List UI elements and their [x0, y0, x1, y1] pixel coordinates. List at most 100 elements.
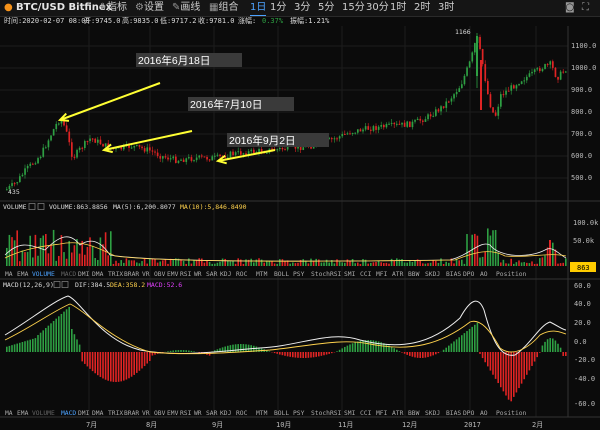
indicator-tab-ma[interactable]: MA [5, 271, 13, 278]
fullscreen-icon[interactable]: ⛶ [582, 2, 589, 13]
period-tab-6[interactable]: 1时 [390, 2, 407, 13]
indicator-tab-rsi[interactable]: RSI [180, 410, 192, 417]
indicator-tab-roc[interactable]: ROC [236, 410, 248, 417]
settings-button[interactable]: ⚙设置 [135, 2, 164, 13]
period-tab-0[interactable]: 1日 [250, 1, 267, 16]
indicator-tab-dpo[interactable]: DPO [463, 271, 475, 278]
volume-bar [237, 258, 239, 266]
indicator-tab-trix[interactable]: TRIX [108, 410, 123, 417]
indicator-tab-macd[interactable]: MACD [61, 410, 76, 417]
indicator-tab-rsi[interactable]: RSI [180, 271, 192, 278]
macd-bar [21, 342, 24, 352]
period-tab-7[interactable]: 2时 [414, 2, 431, 13]
indicator-tab-roc[interactable]: ROC [236, 271, 248, 278]
indicator-tab-ao[interactable]: AO [480, 271, 488, 278]
indicator-tab-obv[interactable]: OBV [154, 410, 166, 417]
volume-close-icon[interactable] [37, 203, 45, 210]
volume-bar [154, 259, 156, 266]
indicator-tab-dmi[interactable]: DMI [78, 410, 90, 417]
indicator-tab-mtm[interactable]: MTM [256, 410, 268, 417]
indicator-tab-stochrsi[interactable]: StochRSI [311, 271, 342, 278]
candle-body [149, 147, 151, 151]
indicator-tab-cci[interactable]: CCI [360, 271, 372, 278]
info-low: 低:9717.2 [160, 17, 197, 25]
indicator-tab-sar[interactable]: SAR [206, 410, 218, 417]
indicator-tab-smi[interactable]: SMI [344, 410, 356, 417]
indicator-tab-emv[interactable]: EMV [167, 271, 179, 278]
indicator-tab-ma[interactable]: MA [5, 410, 13, 417]
indicator-tab-bbw[interactable]: BBW [408, 271, 420, 278]
macd-bar [328, 352, 330, 354]
price-axis: 1100.0 1000.0 900.0 800.0 700.0 600.0 500.0 [571, 42, 596, 182]
indicator-tab-position[interactable]: Position [496, 410, 527, 417]
indicator-tab-atr[interactable]: ATR [392, 271, 404, 278]
indicator-tab-wr[interactable]: WR [194, 271, 202, 278]
candle-body [341, 133, 344, 137]
indicator-tab-wr[interactable]: WR [194, 410, 202, 417]
indicator-tab-dma[interactable]: DMA [92, 410, 104, 417]
period-tab-5[interactable]: 30分 [366, 2, 389, 13]
indicator-tab-brar[interactable]: BRAR [124, 271, 139, 278]
month-label: 8月 [146, 421, 157, 429]
indicator-tab-bbw[interactable]: BBW [408, 410, 420, 417]
indicator-tab-obv[interactable]: OBV [154, 271, 166, 278]
volume-settings-icon[interactable] [28, 203, 36, 210]
indicator-tab-kdj[interactable]: KDJ [220, 271, 231, 278]
candle-body [47, 140, 50, 148]
indicator-tab-volume[interactable]: VOLUME [32, 271, 55, 278]
volume-bar [455, 259, 458, 266]
indicator-tab-trix[interactable]: TRIX [108, 271, 123, 278]
macd-close-icon[interactable] [61, 281, 69, 288]
volume-value: VOLUME:863.8856 [49, 203, 108, 211]
indicator-tab-volume[interactable]: VOLUME [32, 410, 55, 417]
indicator-tab-bias[interactable]: BIAS [446, 271, 461, 278]
indicator-tab-bias[interactable]: BIAS [446, 410, 461, 417]
indicator-tab-cci[interactable]: CCI [360, 410, 372, 417]
indicator-tab-macd[interactable]: MACD [61, 271, 76, 278]
candle-body [398, 123, 401, 125]
indicator-tab-boll[interactable]: BOLL [274, 410, 289, 417]
indicator-tab-skdj[interactable]: SKDJ [425, 410, 440, 417]
indicator-tab-kdj[interactable]: KDJ [220, 410, 231, 417]
volume-bar [185, 263, 187, 266]
indicator-tab-smi[interactable]: SMI [344, 271, 356, 278]
indicator-tab-emv[interactable]: EMV [167, 410, 179, 417]
volume-bar [102, 244, 104, 266]
period-tab-2[interactable]: 3分 [294, 2, 311, 13]
indicator-tab-mtm[interactable]: MTM [256, 271, 268, 278]
indicator-tab-ema[interactable]: EMA [17, 271, 29, 278]
indicator-tab-stochrsi[interactable]: StochRSI [311, 410, 342, 417]
volume-bar [305, 260, 307, 266]
indicator-tab-atr[interactable]: ATR [392, 410, 404, 417]
screenshot-icon[interactable]: ◙ [565, 2, 575, 13]
indicator-tab-brar[interactable]: BRAR [124, 410, 139, 417]
indicator-tab-vr[interactable]: VR [142, 271, 150, 278]
macd-settings-icon[interactable] [53, 281, 61, 288]
period-tab-1[interactable]: 1分 [270, 2, 287, 13]
indicator-tab-boll[interactable]: BOLL [274, 271, 289, 278]
indicator-tab-ema[interactable]: EMA [17, 410, 29, 417]
volume-bar [401, 259, 403, 266]
combo-button[interactable]: ▦组合 [209, 2, 239, 13]
indicator-tab-mfi[interactable]: MFI [376, 271, 388, 278]
indicator-button[interactable]: ⚘指标 [98, 2, 127, 13]
indicator-tab-ao[interactable]: AO [480, 410, 488, 417]
period-tab-4[interactable]: 15分 [342, 2, 365, 13]
volume-bar [536, 263, 538, 266]
draw-button[interactable]: ✎画线 [172, 2, 201, 13]
indicator-tab-dma[interactable]: DMA [92, 271, 104, 278]
indicator-tab-vr[interactable]: VR [142, 410, 150, 417]
volume-bar [297, 262, 299, 266]
indicator-tab-dpo[interactable]: DPO [463, 410, 475, 417]
indicator-tab-position[interactable]: Position [496, 271, 527, 278]
indicator-tab-dmi[interactable]: DMI [78, 271, 90, 278]
indicator-tab-psy[interactable]: PSY [293, 271, 305, 278]
indicator-tab-skdj[interactable]: SKDJ [425, 271, 440, 278]
indicator-tab-mfi[interactable]: MFI [376, 410, 388, 417]
indicator-tab-sar[interactable]: SAR [206, 271, 218, 278]
indicator-tab-psy[interactable]: PSY [293, 410, 305, 417]
candle-body [78, 147, 81, 150]
period-tab-3[interactable]: 5分 [318, 2, 335, 13]
period-tab-8[interactable]: 3时 [438, 2, 455, 13]
